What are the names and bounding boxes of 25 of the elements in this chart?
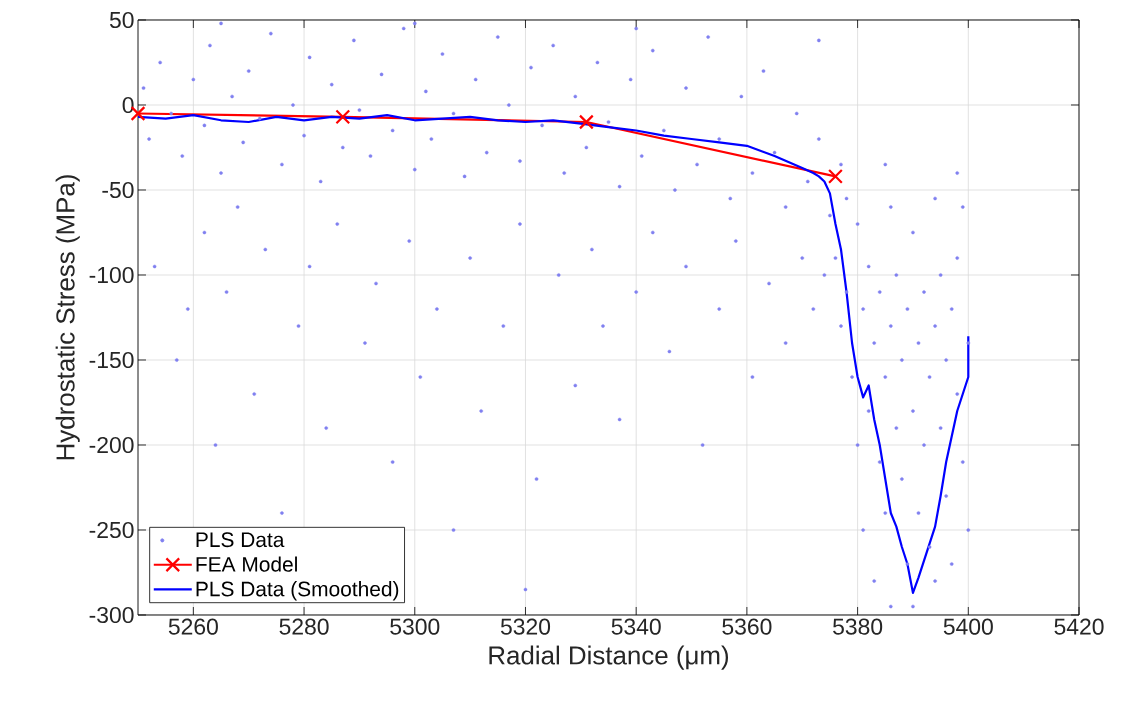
y-tick-label: 50 — [109, 11, 134, 29]
y-tick-label: -200 — [89, 436, 134, 454]
point — [827, 168, 843, 184]
point — [578, 114, 594, 130]
point — [335, 109, 351, 125]
y-axis-title: Hydrostatic Stress (MPa) — [55, 175, 80, 460]
x-tick-label: 5260 — [168, 618, 218, 635]
legend-label: FEA Model — [196, 556, 297, 572]
y-tick-label: -100 — [89, 266, 134, 284]
x-tick-label: 5320 — [500, 618, 551, 635]
x-tick-label: 5380 — [833, 618, 883, 635]
y-tick-label: -50 — [102, 181, 134, 199]
y-tick-label: -250 — [89, 521, 134, 539]
x-tick-label: 5400 — [943, 618, 993, 635]
x-axis-title: Radial Distance (μm) — [489, 645, 729, 670]
x-tick-label: 5300 — [390, 618, 440, 635]
legend-label: PLS Data (Smoothed) — [196, 581, 399, 601]
y-tick-label: -150 — [89, 351, 134, 369]
x-tick-label: 5420 — [1054, 618, 1104, 635]
y-tick-label: 0 — [122, 96, 134, 114]
x-tick-label: 5280 — [279, 618, 329, 635]
legend-label: PLS Data — [196, 532, 285, 548]
x-tick-label: 5360 — [722, 618, 772, 635]
y-tick-label: -300 — [89, 606, 134, 624]
x-tick-label: 5340 — [611, 618, 661, 635]
